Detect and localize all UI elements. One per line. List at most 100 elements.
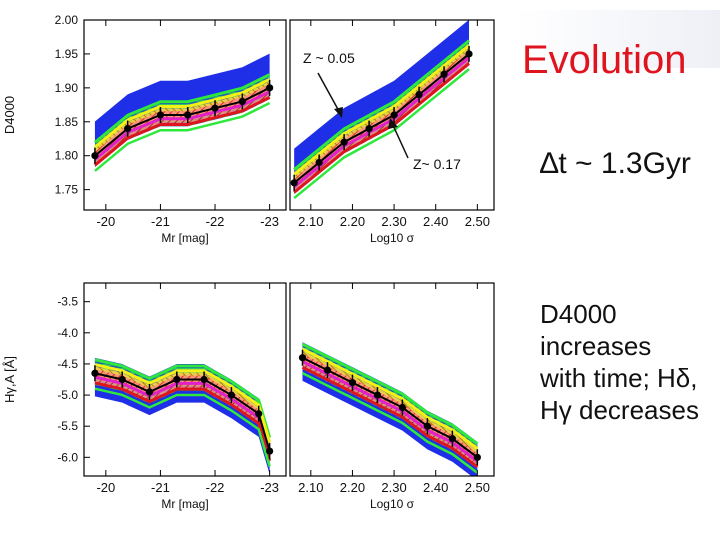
x-axis-label: Mr [mag] xyxy=(161,497,208,511)
data-point xyxy=(227,391,236,399)
data-point xyxy=(156,111,165,119)
x-tick-label: 2.50 xyxy=(465,480,490,495)
y-tick-label: 1.75 xyxy=(55,183,79,197)
data-point xyxy=(340,138,348,146)
data-point xyxy=(323,366,332,374)
annotation-arrow-low xyxy=(317,72,341,114)
y-tick-label: 2.00 xyxy=(55,13,79,27)
data-point xyxy=(398,403,407,412)
green-line-lower xyxy=(94,101,271,172)
magenta-line xyxy=(94,375,272,456)
y-tick-label: -4.5 xyxy=(57,357,78,371)
data-point xyxy=(348,379,357,387)
data-point xyxy=(473,453,481,461)
red-line xyxy=(93,96,271,167)
x-tick-label: -21 xyxy=(151,214,170,229)
data-point xyxy=(448,435,456,443)
y-tick-label: 1.90 xyxy=(55,81,79,95)
series-line-black xyxy=(302,356,478,459)
plot-frame xyxy=(289,282,495,477)
description-line: Hγ decreases xyxy=(540,395,699,425)
green-line xyxy=(93,73,271,144)
green-line xyxy=(301,342,479,446)
red-line xyxy=(94,381,272,462)
x-tick-label: 2.50 xyxy=(465,214,490,229)
data-point xyxy=(238,97,246,106)
data-point xyxy=(184,111,192,119)
x-axis-label: Log10 σ xyxy=(370,497,415,511)
x-tick-label: -22 xyxy=(206,480,225,495)
y-tick-label: 1.95 xyxy=(55,47,79,61)
x-tick-label: -20 xyxy=(96,214,115,229)
y-tick-label: -5.0 xyxy=(57,388,78,402)
annotation-arrow-high xyxy=(391,122,409,159)
figure: -20 -21 -22 -23 2.00 1.95 1.90 1.85 1.80 1.75 Mr [… xyxy=(2,13,495,511)
chart-panel-bottom-right: 2.10 2.20 2.30 2.40 2.50 Log10 σ xyxy=(289,282,495,511)
magenta-line xyxy=(293,56,470,188)
description-line: with time; Hδ, xyxy=(540,363,698,393)
data-point xyxy=(211,104,219,112)
y-tick-label: -3.5 xyxy=(57,295,78,309)
data-point xyxy=(440,70,448,78)
chart-panel-top-left: -20 -21 -22 -23 2.00 1.95 1.90 1.85 1.80 1.75 Mr [… xyxy=(2,13,287,245)
data-point xyxy=(390,111,398,119)
plot-frame xyxy=(289,19,495,211)
green-line-lower xyxy=(301,372,479,474)
data-point xyxy=(415,91,423,99)
plot-frame xyxy=(83,19,287,211)
y-tick-label: -4.0 xyxy=(57,326,78,340)
yellow-line xyxy=(93,77,271,149)
data-point xyxy=(91,369,99,377)
x-tick-label: 2.20 xyxy=(340,214,365,229)
data-point xyxy=(124,124,132,133)
x-tick-label: -23 xyxy=(260,480,279,495)
magenta-line xyxy=(301,360,479,463)
x-tick-label: 2.40 xyxy=(423,480,448,495)
plot-frame xyxy=(83,282,287,477)
description-line: D4000 xyxy=(540,299,617,329)
data-point xyxy=(365,124,373,133)
x-axis-label: Log10 σ xyxy=(370,231,415,245)
data-point xyxy=(266,84,274,92)
annotation-arrowhead-low xyxy=(334,107,343,118)
y-tick-label: 1.85 xyxy=(55,115,79,129)
green-line xyxy=(94,358,272,439)
yellow-line xyxy=(293,44,470,176)
y-tick-label: -5.5 xyxy=(57,419,78,433)
data-point xyxy=(200,375,208,384)
data-point xyxy=(373,391,382,399)
annotation-z-low: Z ~ 0.05 xyxy=(303,50,355,66)
green-line-lower xyxy=(293,68,470,200)
x-tick-label: 2.40 xyxy=(423,214,448,229)
orange-band xyxy=(94,81,270,162)
x-tick-label: 2.10 xyxy=(298,214,323,229)
data-point xyxy=(315,158,323,167)
x-tick-label: 2.30 xyxy=(381,480,406,495)
description-line: increases xyxy=(540,331,652,361)
red-band xyxy=(94,84,270,165)
green-line xyxy=(293,39,470,171)
data-point xyxy=(290,179,298,187)
x-tick-label: -20 xyxy=(96,480,115,495)
annotation-arrowhead-high xyxy=(388,118,398,129)
annotations: Z ~ 0.05 Z~ 0.17 xyxy=(303,50,461,172)
data-point xyxy=(423,422,431,430)
x-tick-label: 2.20 xyxy=(340,480,365,495)
chart-panel-top-right: 2.10 2.20 2.30 2.40 2.50 Log10 σ xyxy=(289,19,495,245)
description-text: D4000 increases with time; Hδ, Hγ decrea… xyxy=(540,298,699,426)
green-line-lower xyxy=(94,387,271,467)
data-point xyxy=(298,354,307,362)
series-line-black xyxy=(94,372,271,452)
y-axis-label: D4000 xyxy=(2,96,17,134)
orange-band xyxy=(294,47,470,189)
x-tick-label: -23 xyxy=(260,214,279,229)
red-line xyxy=(293,62,470,194)
x-tick-label: 2.30 xyxy=(381,214,406,229)
data-point xyxy=(266,447,274,455)
data-point xyxy=(255,410,263,418)
y-tick-label: 1.80 xyxy=(55,149,79,163)
yellow-line xyxy=(301,347,479,450)
chart-panel-bottom-left: -20 -21 -22 -23 -3.5 -4.0 -4.5 -5.0 -5.5 -6.0 Mr [… xyxy=(2,282,287,511)
data-point xyxy=(173,375,181,384)
red-line xyxy=(301,366,479,469)
